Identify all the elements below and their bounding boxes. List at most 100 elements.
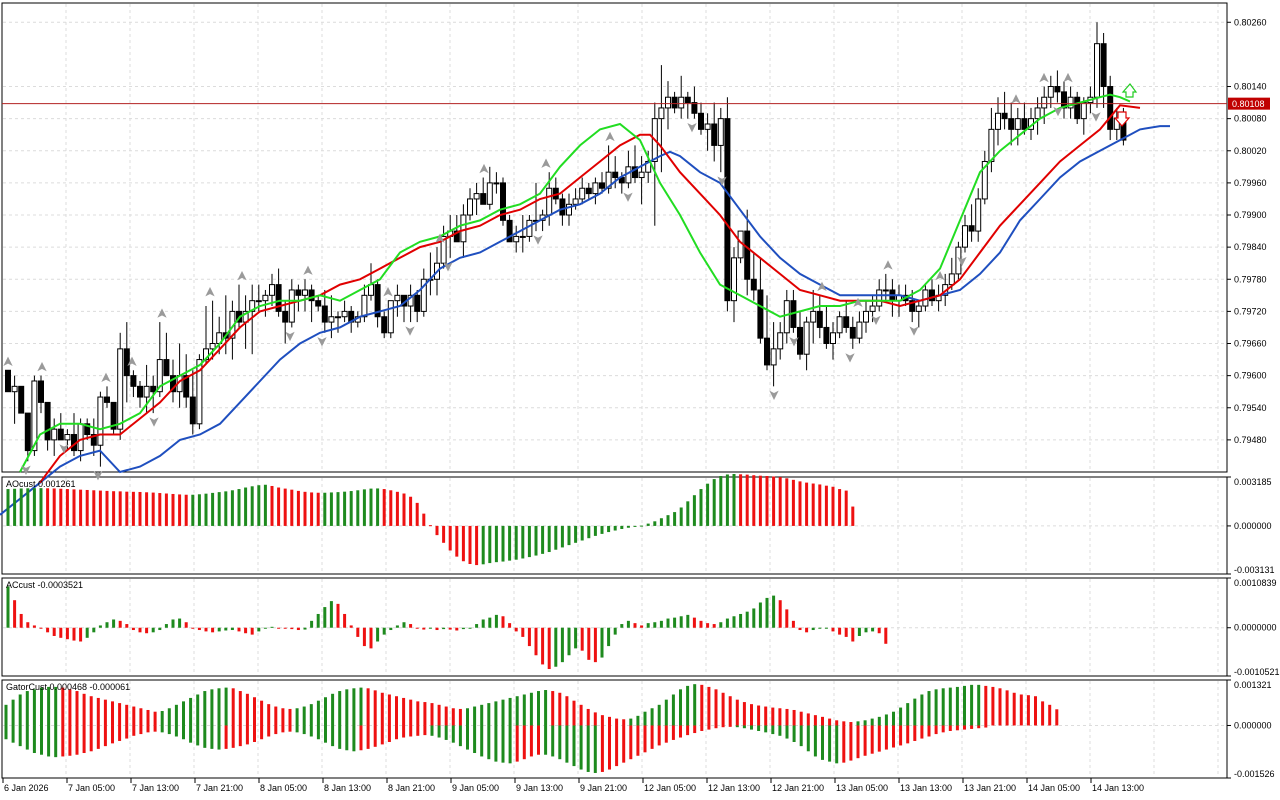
- candle[interactable]: [1107, 75, 1114, 141]
- candle[interactable]: [1021, 102, 1028, 135]
- candle[interactable]: [467, 188, 473, 221]
- candle[interactable]: [315, 295, 322, 312]
- signal-up-arrow-icon[interactable]: [1121, 83, 1138, 98]
- candle[interactable]: [500, 177, 506, 226]
- candle[interactable]: [1054, 70, 1061, 103]
- candle[interactable]: [262, 289, 269, 317]
- candle[interactable]: [170, 359, 176, 403]
- candle[interactable]: [724, 97, 731, 312]
- candle[interactable]: [988, 107, 995, 173]
- candle[interactable]: [717, 107, 724, 173]
- candle[interactable]: [566, 193, 572, 226]
- candle[interactable]: [117, 332, 124, 440]
- candle[interactable]: [209, 300, 216, 360]
- candle[interactable]: [394, 284, 401, 317]
- candle[interactable]: [816, 295, 823, 339]
- candle[interactable]: [585, 182, 592, 199]
- candle[interactable]: [137, 380, 143, 408]
- candle[interactable]: [757, 257, 764, 344]
- candle[interactable]: [1014, 107, 1021, 146]
- candle[interactable]: [1061, 81, 1067, 119]
- candle[interactable]: [632, 145, 638, 183]
- candle[interactable]: [440, 225, 447, 269]
- candle[interactable]: [823, 306, 830, 349]
- candle[interactable]: [744, 209, 751, 296]
- candle[interactable]: [830, 322, 836, 360]
- candle[interactable]: [770, 322, 777, 387]
- candle[interactable]: [420, 268, 427, 317]
- candle[interactable]: [156, 322, 163, 398]
- candle[interactable]: [704, 113, 711, 151]
- candle[interactable]: [110, 401, 117, 435]
- candle[interactable]: [671, 91, 678, 114]
- candle[interactable]: [64, 429, 71, 451]
- candle[interactable]: [764, 295, 770, 371]
- candle[interactable]: [302, 279, 308, 312]
- candle[interactable]: [11, 375, 18, 424]
- candle[interactable]: [84, 418, 91, 440]
- candle[interactable]: [849, 316, 856, 349]
- candle[interactable]: [612, 156, 619, 189]
- candle[interactable]: [414, 289, 421, 323]
- candle[interactable]: [711, 102, 718, 162]
- candle[interactable]: [183, 354, 190, 408]
- candle[interactable]: [665, 81, 671, 130]
- candle[interactable]: [909, 289, 916, 323]
- candle[interactable]: [803, 316, 810, 371]
- candle[interactable]: [282, 300, 289, 344]
- signal-down-arrow-icon[interactable]: [1113, 111, 1131, 127]
- candle[interactable]: [519, 215, 526, 253]
- candle[interactable]: [196, 354, 203, 430]
- candle[interactable]: [731, 247, 737, 323]
- candle[interactable]: [968, 204, 975, 242]
- candle[interactable]: [513, 225, 520, 253]
- candle[interactable]: [486, 166, 493, 210]
- candle[interactable]: [57, 413, 64, 441]
- candle[interactable]: [658, 65, 665, 173]
- candle[interactable]: [599, 172, 605, 194]
- candle[interactable]: [1001, 91, 1008, 130]
- candle[interactable]: [843, 300, 850, 333]
- candle[interactable]: [31, 375, 38, 456]
- candle[interactable]: [1008, 102, 1015, 146]
- candle[interactable]: [797, 311, 803, 360]
- candle[interactable]: [929, 279, 935, 307]
- candle[interactable]: [962, 215, 968, 253]
- candle[interactable]: [308, 284, 315, 323]
- candle[interactable]: [5, 369, 11, 393]
- candle[interactable]: [51, 418, 58, 456]
- candle[interactable]: [1067, 86, 1074, 119]
- candle[interactable]: [750, 252, 757, 301]
- candle[interactable]: [678, 75, 685, 119]
- candle[interactable]: [269, 273, 275, 307]
- candle[interactable]: [24, 412, 31, 462]
- candle[interactable]: [480, 177, 487, 205]
- candle[interactable]: [104, 386, 110, 408]
- candle[interactable]: [44, 401, 51, 451]
- candle[interactable]: [18, 385, 25, 414]
- candle[interactable]: [995, 97, 1001, 146]
- candle[interactable]: [691, 86, 698, 119]
- candle[interactable]: [275, 268, 282, 317]
- candle[interactable]: [592, 177, 599, 205]
- candle[interactable]: [381, 311, 388, 339]
- candle[interactable]: [328, 295, 335, 339]
- candle[interactable]: [1074, 91, 1081, 124]
- candle[interactable]: [374, 279, 381, 328]
- candle[interactable]: [341, 300, 348, 323]
- candle[interactable]: [1041, 86, 1048, 124]
- candle[interactable]: [493, 172, 500, 194]
- candle[interactable]: [698, 102, 704, 135]
- candle[interactable]: [783, 289, 790, 344]
- candle[interactable]: [777, 322, 784, 360]
- candle[interactable]: [684, 91, 691, 119]
- candle[interactable]: [579, 177, 586, 205]
- candle[interactable]: [975, 188, 982, 242]
- candle[interactable]: [189, 370, 196, 435]
- candle[interactable]: [249, 284, 256, 355]
- candle[interactable]: [810, 289, 817, 344]
- candle[interactable]: [38, 375, 44, 414]
- candle[interactable]: [387, 300, 394, 339]
- candle[interactable]: [295, 284, 302, 312]
